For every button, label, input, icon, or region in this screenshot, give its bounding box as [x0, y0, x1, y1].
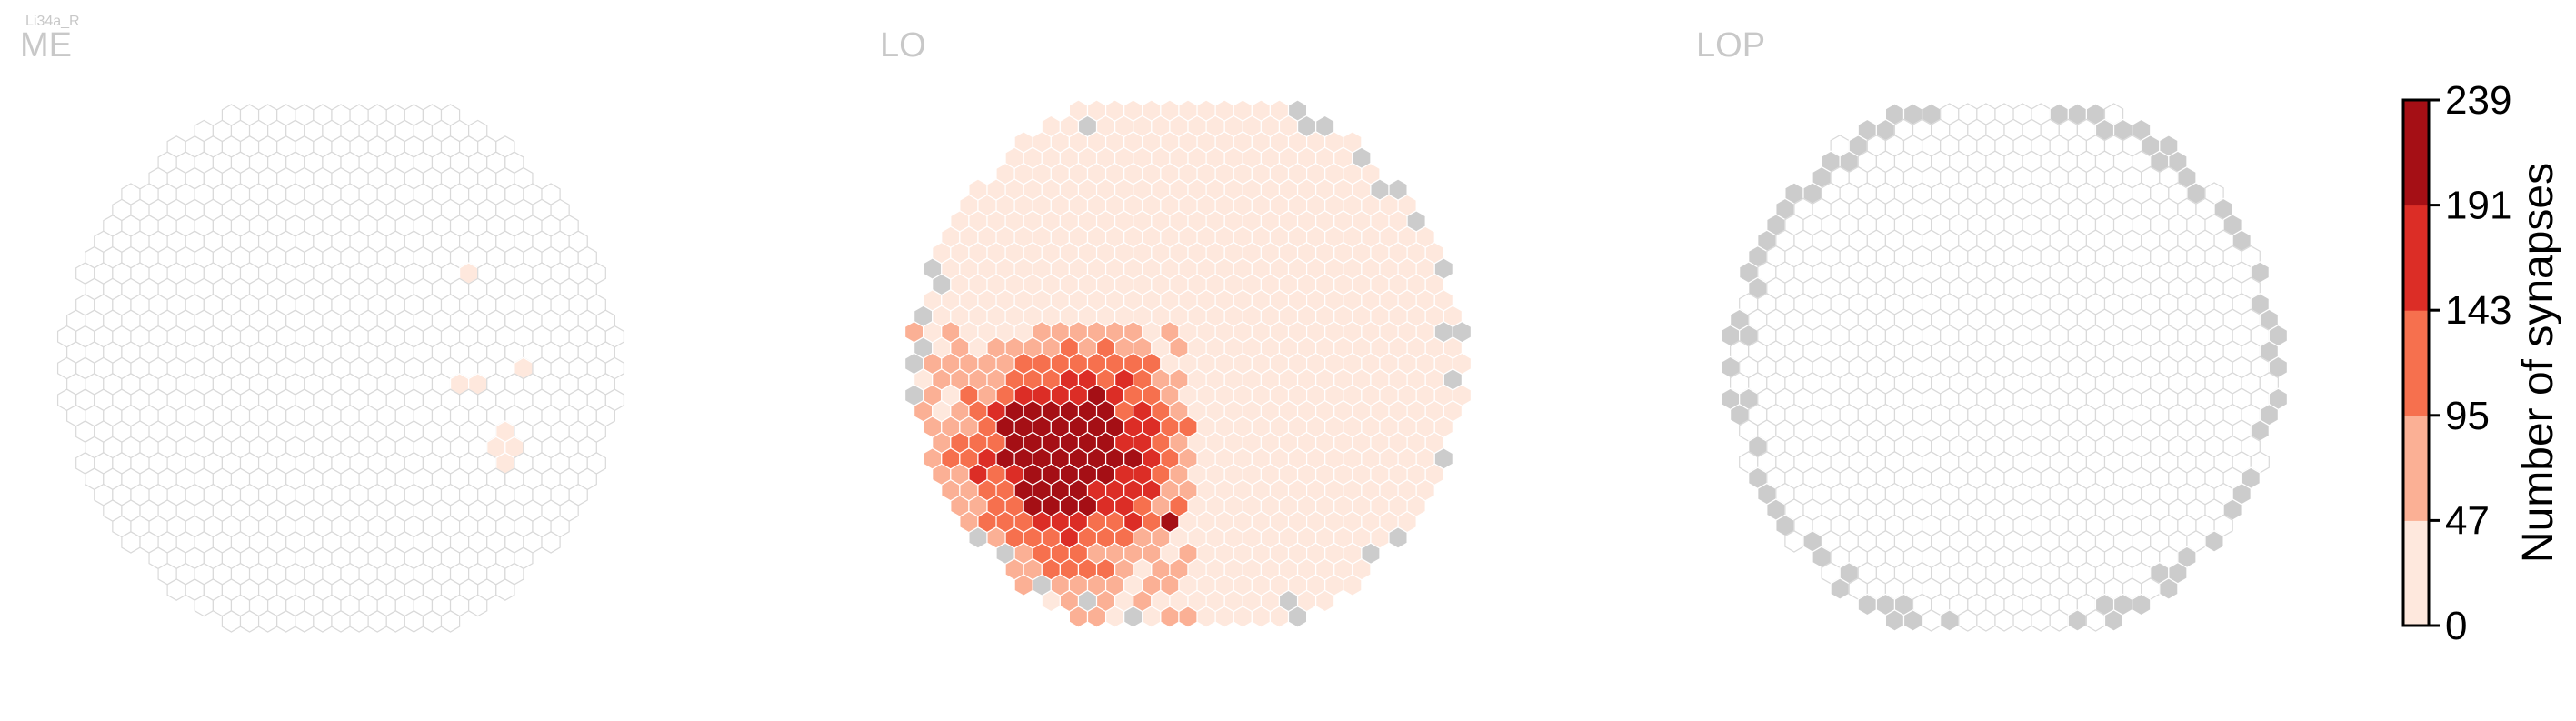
colorbar-ticks: 239 191 143 95 47 0 [2429, 78, 2511, 648]
hex-cell-empty [239, 610, 260, 633]
hex-cell-empty [121, 531, 141, 554]
hex-cell-empty [385, 610, 405, 633]
colorbar-segment [2403, 310, 2429, 416]
colorbar-label: Number of synapses [2514, 163, 2562, 563]
cell-type-label: Li34a_R [25, 14, 80, 29]
panel-lop: LOP [1696, 26, 2289, 632]
hex-cell-na [2103, 609, 2124, 632]
hex-cell [1251, 606, 1272, 628]
hex-cell-empty [1784, 530, 1804, 553]
hex-cell-empty [313, 610, 333, 633]
hex-cell-na [1123, 606, 1143, 628]
hex-cell-na [1388, 526, 1408, 549]
panel-title-lop: LOP [1696, 26, 1765, 65]
hex-cell-na [1857, 593, 1877, 616]
hex-cell-na [968, 526, 988, 549]
hex-cell [1269, 606, 1290, 628]
hex-cell-empty [1958, 609, 1978, 632]
hex-cell-empty [221, 610, 242, 633]
hex-cell-empty [1994, 609, 2014, 632]
hex-cell-empty [404, 610, 424, 633]
hex-cell-empty [276, 610, 296, 633]
hex-cell-empty [2049, 609, 2069, 632]
colorbar-frame [2401, 98, 2431, 627]
hex-cell [1086, 606, 1107, 628]
hex-cell [1104, 606, 1125, 628]
hex-cell-na [2067, 609, 2088, 632]
hex-cell-empty [194, 594, 214, 617]
colorbar-segment [2403, 415, 2429, 521]
panel-lo: LO [880, 26, 1473, 628]
hex-cell-empty [349, 610, 369, 633]
hex-cell-empty [2012, 609, 2032, 632]
hex-cell [1041, 589, 1061, 613]
hex-cell [1178, 606, 1198, 628]
colorbar-tick-label: 47 [2445, 498, 2490, 543]
panel-me: ME [20, 26, 625, 633]
colorbar: 239 191 143 95 47 0 Number of synapses [2401, 78, 2562, 648]
hex-cell-empty [2031, 609, 2051, 632]
hex-cell-empty [495, 578, 515, 601]
hex-cell [1315, 589, 1335, 613]
hex-cell [1068, 606, 1089, 628]
colorbar-segments [2403, 100, 2429, 626]
hex-cell [1142, 606, 1162, 628]
hex-cell-empty [166, 578, 186, 601]
hex-cell-empty [1921, 609, 1942, 632]
hex-cell-empty [468, 594, 488, 617]
colorbar-tick-label: 143 [2445, 288, 2511, 333]
hex-cell-na [2204, 530, 2224, 553]
hex-cell-na [2159, 577, 2179, 600]
hex-cell-empty [2085, 609, 2106, 632]
panel-title-lo: LO [880, 26, 926, 65]
hex-cell-na [1287, 606, 1308, 628]
hex-cell-na [1902, 609, 1923, 632]
hex-cell-empty [257, 610, 278, 633]
hex-cell-empty [295, 610, 315, 633]
hex-cell-empty [367, 610, 387, 633]
hex-cell-empty [331, 610, 351, 633]
hex-grid-me [56, 104, 625, 633]
hex-grid-lo [904, 99, 1473, 628]
hex-cell [1160, 606, 1180, 628]
colorbar-tick-label: 191 [2445, 184, 2511, 228]
hex-cell [1214, 606, 1234, 628]
hex-cell-na [1940, 609, 1960, 632]
hex-cell [1013, 574, 1033, 596]
colorbar-segment [2403, 520, 2429, 626]
hex-cell [1343, 574, 1363, 596]
panel-title-me: ME [20, 26, 72, 65]
hex-cell-empty [1976, 609, 1996, 632]
hex-cell-na [1830, 577, 1850, 600]
hex-cell [1233, 606, 1253, 628]
colorbar-tick-label: 95 [2445, 394, 2490, 438]
hex-cell-empty [541, 531, 561, 554]
hex-cell-na [2132, 593, 2152, 616]
colorbar-segment [2403, 100, 2429, 206]
hex-cell-empty [440, 610, 461, 633]
colorbar-tick-label: 239 [2445, 78, 2511, 123]
hex-cell [1196, 606, 1216, 628]
colorbar-segment [2403, 205, 2429, 311]
hex-cell-empty [422, 610, 443, 633]
hex-cell-na [1884, 609, 1905, 632]
hex-grid-lop [1720, 103, 2289, 632]
colorbar-tick-label: 0 [2445, 604, 2467, 648]
